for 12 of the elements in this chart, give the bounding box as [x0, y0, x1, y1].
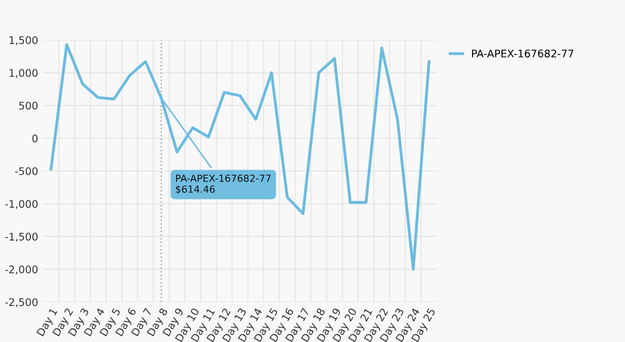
y-tick-label: -2,000: [5, 265, 38, 274]
y-tick-label: 500: [19, 102, 38, 110]
y-tick-label: -2,500: [5, 298, 38, 308]
line-series: [50, 43, 430, 271]
y-tick-label: 0: [32, 134, 38, 142]
y-tick-label: -1,500: [5, 232, 38, 242]
y-tick-label: -500: [15, 167, 38, 176]
y-tick-label: -1,000: [5, 200, 38, 209]
y-tick-label: 1,500: [10, 36, 38, 46]
legend-label: PA-APEX-167682-77: [472, 50, 574, 58]
y-tick-label: 1,000: [10, 68, 38, 78]
annotation: PA-APEX-167682-77 $614.46: [176, 174, 271, 194]
